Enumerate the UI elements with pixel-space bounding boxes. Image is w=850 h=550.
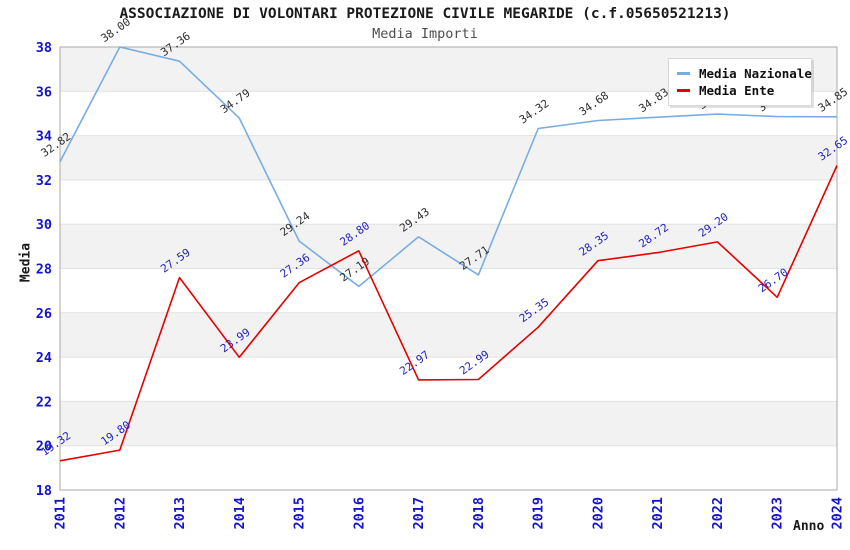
legend-label-nazionale: Media Nazionale <box>699 66 812 81</box>
x-tick-label: 2021 <box>650 497 666 530</box>
x-tick-label: 2024 <box>830 497 846 530</box>
y-tick-label: 20 <box>36 439 52 455</box>
y-tick-label: 32 <box>36 173 52 189</box>
y-tick-label: 30 <box>36 217 52 233</box>
x-tick-label: 2020 <box>590 497 606 530</box>
plot-border <box>59 46 838 491</box>
series-line <box>59 165 838 462</box>
line-marker-icon <box>677 72 690 75</box>
y-tick-label: 36 <box>36 84 52 100</box>
y-tick-label: 38 <box>36 40 52 56</box>
y-tick-label: 24 <box>36 350 52 366</box>
x-axis-title: Anno <box>793 519 825 534</box>
data-label: 34.32 <box>517 97 552 127</box>
legend-item-nazionale: Media Nazionale <box>677 65 812 82</box>
x-tick-label: 2022 <box>710 497 726 530</box>
x-tick-label: 2011 <box>53 497 69 530</box>
legend-label-ente: Media Ente <box>699 83 775 98</box>
chart-title: ASSOCIAZIONE DI VOLONTARI PROTEZIONE CIV… <box>119 6 731 22</box>
legend-item-ente: Media Ente <box>677 82 811 99</box>
y-axis-title: Media <box>18 242 34 283</box>
x-tick-label: 2016 <box>351 497 367 530</box>
y-tick-label: 22 <box>36 394 52 410</box>
grid-band <box>60 135 837 180</box>
grid-band <box>60 401 837 446</box>
x-tick-label: 2014 <box>232 497 248 530</box>
data-label: 34.68 <box>577 89 612 119</box>
x-tick-label: 2015 <box>292 497 308 530</box>
grid-band <box>60 224 837 269</box>
y-tick-label: 18 <box>36 483 52 499</box>
x-tick-label: 2019 <box>531 497 547 530</box>
x-tick-label: 2023 <box>770 497 786 530</box>
y-tick-label: 34 <box>36 129 52 145</box>
line-marker-icon <box>677 89 690 92</box>
series-line <box>59 46 838 288</box>
chart-legend: Media Nazionale Media Ente <box>668 58 812 106</box>
x-tick-label: 2018 <box>471 497 487 530</box>
grid-band <box>60 312 837 358</box>
x-tick-label: 2017 <box>411 497 427 530</box>
x-tick-label: 2013 <box>172 497 188 530</box>
y-tick-label: 28 <box>36 262 52 278</box>
y-tick-label: 26 <box>36 306 52 322</box>
chart-subtitle: Media Importi <box>372 26 478 42</box>
x-tick-label: 2012 <box>112 497 128 530</box>
